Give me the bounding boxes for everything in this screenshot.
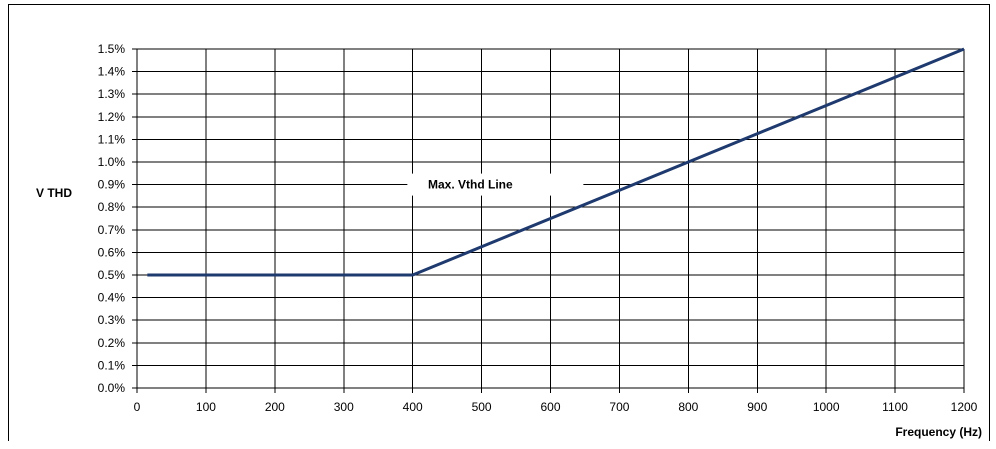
x-tick-label: 1200	[951, 400, 978, 414]
x-tick-label: 800	[678, 400, 698, 414]
x-tick-label: 1100	[882, 400, 908, 414]
x-tick-label: 1000	[813, 400, 840, 414]
x-tick-label: 700	[609, 400, 629, 414]
y-tick-label: 1.0%	[98, 155, 126, 169]
x-tick-label: 200	[265, 400, 285, 414]
annotations: Max. Vthd Line	[407, 173, 584, 196]
y-tick-labels: 0.0% 0.1% 0.2% 0.3% 0.4% 0.5% 0.6% 0.7% 0.8% 0.9%…	[98, 42, 126, 395]
x-axis-title: Frequency (Hz)	[895, 425, 982, 439]
x-tick-label: 0	[134, 400, 141, 414]
x-tick-label: 300	[334, 400, 354, 414]
y-tick-label: 1.2%	[98, 110, 126, 124]
y-tick-label: 0.3%	[98, 313, 126, 327]
y-tick-label: 1.1%	[98, 132, 126, 146]
y-tick-label: 1.4%	[98, 65, 126, 79]
series-line	[147, 47, 965, 277]
x-tick-label: 600	[540, 400, 560, 414]
x-tick-label: 500	[472, 400, 492, 414]
y-tick-label: 0.9%	[98, 178, 126, 192]
x-tick-labels: 0 100 200 300 400 500 600 700 800 900 1000 1100 1200	[134, 400, 978, 414]
y-tick-label: 0.2%	[98, 336, 126, 350]
y-tick-label: 1.5%	[98, 42, 126, 56]
annotation-background	[407, 173, 584, 196]
y-tick-label: 0.0%	[98, 381, 126, 395]
chart-frame	[8, 4, 990, 441]
y-axis-title: V THD	[36, 186, 72, 200]
y-tick-label: 0.6%	[98, 245, 126, 259]
y-tick-label: 0.7%	[98, 223, 126, 237]
annotation-label: Max. Vthd Line	[428, 178, 513, 192]
y-tick-label: 0.4%	[98, 291, 126, 305]
x-tick-label: 400	[403, 400, 423, 414]
y-tick-label: 0.8%	[98, 200, 126, 214]
grid	[132, 48, 965, 393]
y-tick-label: 0.5%	[98, 268, 126, 282]
series-group	[147, 47, 965, 277]
y-tick-label: 1.3%	[98, 87, 126, 101]
y-tick-label: 0.1%	[98, 358, 126, 372]
x-tick-label: 900	[747, 400, 767, 414]
x-tick-label: 100	[196, 400, 216, 414]
